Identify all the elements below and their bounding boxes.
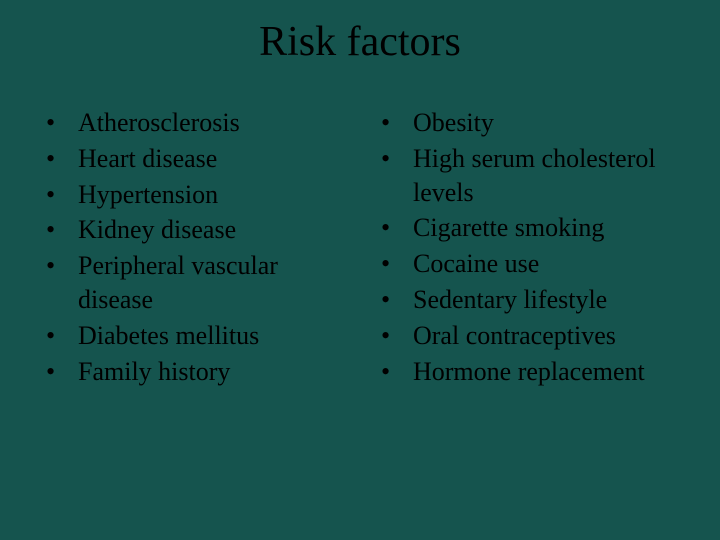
list-item-text: Atherosclerosis xyxy=(78,108,240,137)
list-item-text: Diabetes mellitus xyxy=(78,321,259,350)
bullet-icon: • xyxy=(46,355,55,389)
right-bullet-list: • Obesity • High serum cholesterol levels • C… xyxy=(375,106,680,388)
bullet-icon: • xyxy=(381,283,390,317)
list-item-text: Cocaine use xyxy=(413,249,539,278)
list-item-text: Sedentary lifestyle xyxy=(413,285,607,314)
list-item: • Atherosclerosis xyxy=(40,106,345,140)
list-item: • High serum cholesterol levels xyxy=(375,142,680,210)
list-item: • Kidney disease xyxy=(40,213,345,247)
list-item-text: Hormone replacement xyxy=(413,357,645,386)
bullet-icon: • xyxy=(381,247,390,281)
list-item-text: High serum cholesterol levels xyxy=(413,144,656,207)
list-item: • Cocaine use xyxy=(375,247,680,281)
bullet-icon: • xyxy=(381,106,390,140)
bullet-icon: • xyxy=(381,211,390,245)
bullet-icon: • xyxy=(46,249,55,283)
bullet-icon: • xyxy=(46,106,55,140)
content-columns: • Atherosclerosis • Heart disease • Hypertens… xyxy=(40,106,680,390)
list-item: • Sedentary lifestyle xyxy=(375,283,680,317)
list-item-text: Cigarette smoking xyxy=(413,213,604,242)
list-item: • Obesity xyxy=(375,106,680,140)
list-item: • Family history xyxy=(40,355,345,389)
list-item: • Peripheral vascular disease xyxy=(40,249,345,317)
list-item: • Diabetes mellitus xyxy=(40,319,345,353)
list-item-text: Kidney disease xyxy=(78,215,236,244)
list-item: • Hormone replacement xyxy=(375,355,680,389)
right-column: • Obesity • High serum cholesterol levels • C… xyxy=(375,106,680,390)
list-item-text: Obesity xyxy=(413,108,494,137)
left-column: • Atherosclerosis • Heart disease • Hypertens… xyxy=(40,106,345,390)
list-item-text: Heart disease xyxy=(78,144,217,173)
list-item-text: Family history xyxy=(78,357,230,386)
list-item: • Heart disease xyxy=(40,142,345,176)
list-item: • Oral contraceptives xyxy=(375,319,680,353)
slide: Risk factors • Atherosclerosis • Heart dise… xyxy=(0,0,720,540)
bullet-icon: • xyxy=(46,319,55,353)
list-item-text: Oral contraceptives xyxy=(413,321,616,350)
bullet-icon: • xyxy=(46,142,55,176)
bullet-icon: • xyxy=(381,142,390,176)
slide-title: Risk factors xyxy=(40,18,680,66)
list-item: • Cigarette smoking xyxy=(375,211,680,245)
left-bullet-list: • Atherosclerosis • Heart disease • Hypertens… xyxy=(40,106,345,388)
bullet-icon: • xyxy=(381,355,390,389)
bullet-icon: • xyxy=(46,178,55,212)
list-item-text: Hypertension xyxy=(78,180,218,209)
bullet-icon: • xyxy=(381,319,390,353)
bullet-icon: • xyxy=(46,213,55,247)
list-item-text: Peripheral vascular disease xyxy=(78,251,278,314)
list-item: • Hypertension xyxy=(40,178,345,212)
